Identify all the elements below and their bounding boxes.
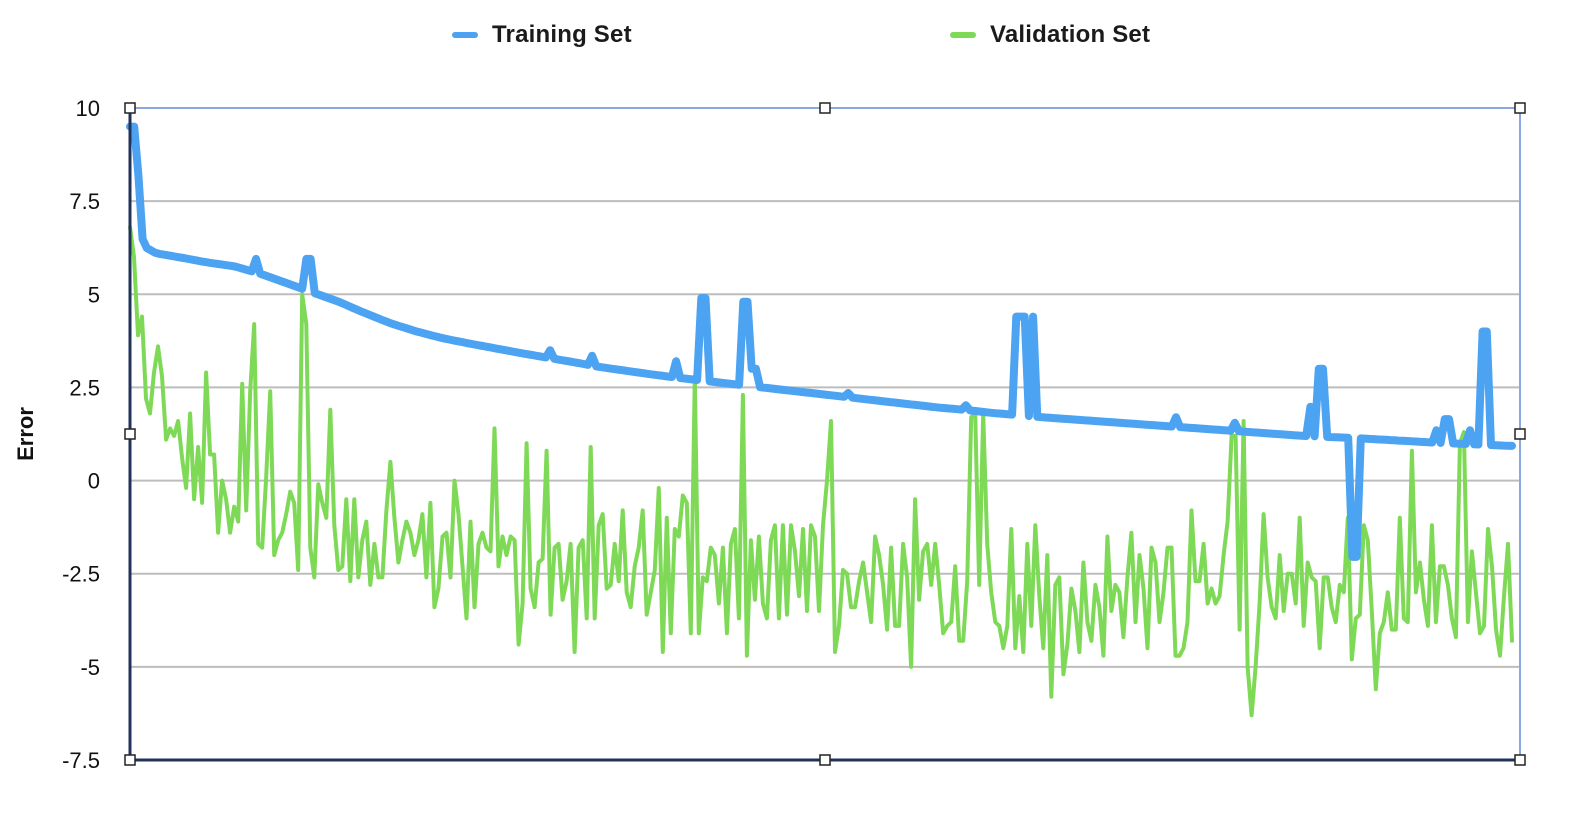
selection-handle[interactable] [1514,428,1526,440]
plot-frame [124,102,1526,766]
legend-label-training: Training Set [492,21,632,48]
legend-swatch-training [452,32,478,38]
validation-set-line [128,225,1514,718]
selection-handle[interactable] [819,754,831,766]
y-tick-label: 7.5 [69,189,100,214]
y-tick-label: -7.5 [62,748,100,773]
y-axis-title: Error [13,407,38,461]
y-axis-ticks: 10 7.5 5 2.5 0 -2.5 -5 -7.5 [62,96,100,773]
selection-handle[interactable] [124,754,136,766]
legend-item-training[interactable]: Training Set [452,18,632,52]
legend-label-validation: Validation Set [990,21,1151,48]
y-tick-label: -5 [80,655,100,680]
y-tick-label: -2.5 [62,562,100,587]
series-lines [126,122,1516,718]
selection-handle[interactable] [1514,102,1526,114]
y-tick-label: 10 [76,96,100,121]
selection-handle[interactable] [124,428,136,440]
y-tick-label: 5 [88,282,100,307]
y-tick-label: 2.5 [69,375,100,400]
gridlines [130,107,1520,668]
legend-item-validation[interactable]: Validation Set [950,18,1150,52]
selection-handle[interactable] [1514,754,1526,766]
selection-handle[interactable] [124,102,136,114]
legend-swatch-validation [950,32,976,38]
y-tick-label: 0 [88,469,100,494]
chart-legend: Training Set Validation Set [0,18,1590,52]
training-set-line [126,122,1516,561]
selection-handle[interactable] [819,102,831,114]
